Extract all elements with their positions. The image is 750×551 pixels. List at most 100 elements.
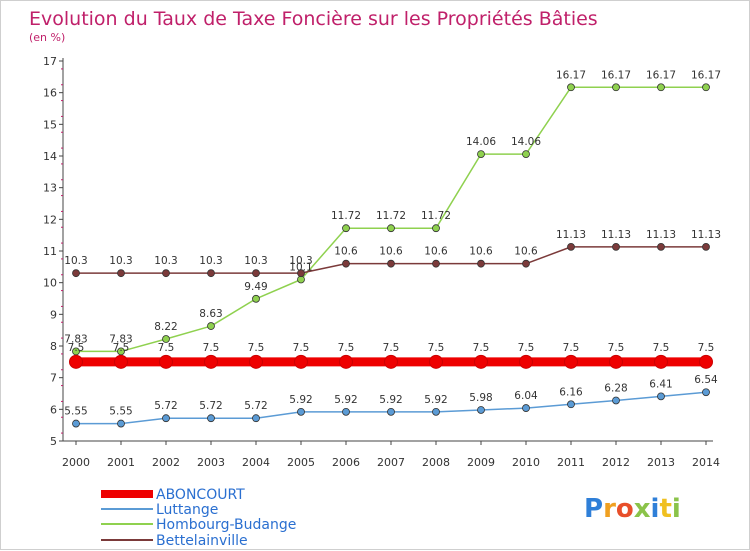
data-point-bettelainville (703, 243, 710, 250)
y-tick-label: 14 (43, 150, 57, 163)
data-point-hombourg-budange (388, 225, 395, 232)
line-chart: Evolution du Taux de Taxe Foncière sur l… (1, 1, 750, 551)
data-point-bettelainville (118, 270, 125, 277)
legend-label-aboncourt: ABONCOURT (156, 487, 245, 503)
data-label-luttange: 5.55 (109, 406, 132, 418)
data-label-bettelainville: 10.6 (469, 246, 493, 258)
data-label-aboncourt: 7.5 (158, 342, 175, 354)
data-label-bettelainville: 10.3 (154, 255, 177, 267)
data-point-aboncourt (70, 355, 83, 368)
data-label-luttange: 5.72 (154, 400, 177, 412)
data-point-hombourg-budange (523, 151, 530, 158)
data-label-bettelainville: 11.13 (691, 229, 721, 241)
data-label-hombourg-budange: 11.72 (331, 210, 361, 222)
x-tick-label: 2000 (62, 456, 90, 469)
data-label-hombourg-budange: 9.49 (244, 281, 267, 293)
data-label-bettelainville: 10.6 (379, 246, 403, 258)
x-tick-label: 2001 (107, 456, 135, 469)
logo-letter: x (634, 494, 651, 524)
y-tick-label: 10 (43, 277, 57, 290)
data-point-bettelainville (208, 270, 215, 277)
x-tick-label: 2004 (242, 456, 270, 469)
logo-letter: r (603, 494, 616, 524)
legend-label-bettelainville: Bettelainville (156, 533, 248, 549)
logo-letter: P (584, 494, 603, 524)
data-point-aboncourt (565, 355, 578, 368)
data-label-luttange: 6.54 (694, 374, 718, 386)
y-tick-label: 15 (43, 118, 57, 131)
data-label-luttange: 5.92 (334, 394, 357, 406)
data-point-hombourg-budange (703, 84, 710, 91)
data-label-bettelainville: 10.3 (64, 255, 87, 267)
legend: ABONCOURTLuttangeHombourg-BudangeBettela… (101, 487, 296, 549)
logo-letter: i (651, 494, 660, 524)
y-tick-label: 12 (43, 213, 57, 226)
proxiti-logo: Proxiti (584, 494, 681, 524)
data-label-aboncourt: 7.5 (113, 342, 130, 354)
legend-label-luttange: Luttange (156, 502, 218, 518)
data-point-aboncourt (160, 355, 173, 368)
data-label-aboncourt: 7.5 (653, 342, 670, 354)
data-point-hombourg-budange (433, 225, 440, 232)
data-point-luttange (388, 408, 395, 415)
logo-text: Proxiti (584, 494, 681, 524)
data-point-luttange (433, 408, 440, 415)
data-point-hombourg-budange (253, 295, 260, 302)
data-label-luttange: 5.72 (199, 400, 222, 412)
data-label-bettelainville: 10.3 (109, 255, 132, 267)
data-label-bettelainville: 10.6 (334, 246, 358, 258)
x-tick-label: 2007 (377, 456, 405, 469)
data-label-luttange: 6.41 (649, 378, 672, 390)
data-point-luttange (73, 420, 80, 427)
data-label-hombourg-budange: 16.17 (691, 69, 721, 81)
y-tick-label: 16 (43, 87, 57, 100)
data-label-bettelainville: 11.13 (556, 229, 586, 241)
data-label-bettelainville: 10.3 (244, 255, 267, 267)
data-point-bettelainville (73, 270, 80, 277)
data-point-bettelainville (253, 270, 260, 277)
data-label-aboncourt: 7.5 (518, 342, 535, 354)
data-label-aboncourt: 7.5 (428, 342, 445, 354)
data-label-hombourg-budange: 16.17 (556, 69, 586, 81)
data-label-bettelainville: 11.13 (601, 229, 631, 241)
logo-letter: i (672, 494, 681, 524)
data-point-luttange (478, 406, 485, 413)
x-tick-label: 2011 (557, 456, 585, 469)
data-label-luttange: 6.04 (514, 390, 538, 402)
y-tick-label: 17 (43, 55, 57, 68)
legend-label-hombourg-budange: Hombourg-Budange (156, 517, 296, 533)
y-tick-label: 8 (50, 340, 57, 353)
data-point-bettelainville (613, 243, 620, 250)
data-label-luttange: 5.72 (244, 400, 267, 412)
data-label-aboncourt: 7.5 (698, 342, 715, 354)
data-point-aboncourt (430, 355, 443, 368)
data-label-hombourg-budange: 14.06 (511, 136, 541, 148)
data-point-hombourg-budange (568, 84, 575, 91)
x-tick-label: 2013 (647, 456, 675, 469)
y-tick-label: 5 (50, 435, 57, 448)
data-point-aboncourt (340, 355, 353, 368)
data-point-luttange (208, 415, 215, 422)
data-label-bettelainville: 10.6 (424, 246, 448, 258)
data-point-bettelainville (433, 260, 440, 267)
y-tick-label: 6 (50, 403, 57, 416)
x-tick-label: 2002 (152, 456, 180, 469)
data-point-bettelainville (163, 270, 170, 277)
data-point-luttange (298, 408, 305, 415)
data-label-luttange: 5.98 (469, 392, 492, 404)
data-point-bettelainville (388, 260, 395, 267)
chart-subtitle: (en %) (29, 31, 65, 44)
x-tick-label: 2005 (287, 456, 315, 469)
x-tick-label: 2008 (422, 456, 450, 469)
data-label-luttange: 5.55 (64, 406, 87, 418)
data-point-aboncourt (655, 355, 668, 368)
y-tick-label: 7 (50, 372, 57, 385)
data-label-hombourg-budange: 11.72 (376, 210, 406, 222)
data-label-aboncourt: 7.5 (68, 342, 85, 354)
data-point-bettelainville (658, 243, 665, 250)
x-tick-label: 2010 (512, 456, 540, 469)
x-tick-label: 2003 (197, 456, 225, 469)
data-point-hombourg-budange (208, 323, 215, 330)
y-tick-label: 11 (43, 245, 57, 258)
data-label-hombourg-budange: 16.17 (646, 69, 676, 81)
